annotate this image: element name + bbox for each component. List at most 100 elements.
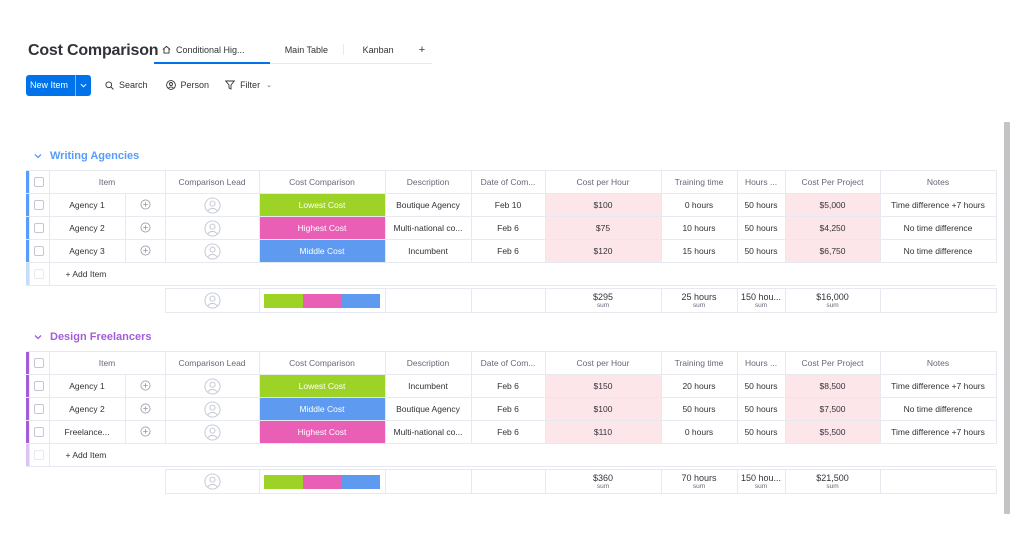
- cost-per-hour-cell[interactable]: $150: [545, 374, 662, 398]
- add-update-button[interactable]: [125, 397, 166, 421]
- cost-per-hour-cell[interactable]: $75: [545, 216, 662, 240]
- table-row[interactable]: Agency 3 Middle Cost Incumbent Feb 6 $12…: [26, 239, 997, 263]
- status-cell[interactable]: Lowest Cost: [259, 374, 386, 398]
- comparison-lead-cell[interactable]: [165, 193, 260, 217]
- item-name[interactable]: Agency 2: [49, 397, 126, 421]
- table-row[interactable]: Agency 1 Lowest Cost Boutique Agency Feb…: [26, 193, 997, 217]
- select-all-checkbox[interactable]: [29, 170, 50, 194]
- tab-kanban[interactable]: Kanban: [344, 36, 412, 63]
- description-cell[interactable]: Multi-national co...: [385, 216, 472, 240]
- row-checkbox[interactable]: [29, 420, 50, 444]
- table-row[interactable]: Agency 2 Middle Cost Boutique Agency Feb…: [26, 397, 997, 421]
- training-time-cell[interactable]: 20 hours: [661, 374, 738, 398]
- column-header-training-time[interactable]: Training time: [661, 170, 738, 194]
- summary-status-distribution[interactable]: [259, 288, 386, 313]
- add-item-input[interactable]: + Add Item: [49, 443, 996, 467]
- description-cell[interactable]: Multi-national co...: [385, 420, 472, 444]
- training-time-cell[interactable]: 0 hours: [661, 420, 738, 444]
- status-cell[interactable]: Highest Cost: [259, 216, 386, 240]
- row-checkbox[interactable]: [29, 239, 50, 263]
- description-cell[interactable]: Boutique Agency: [385, 397, 472, 421]
- summary-status-distribution[interactable]: [259, 469, 386, 494]
- group-title[interactable]: Writing Agencies: [50, 150, 140, 162]
- column-header-item[interactable]: Item: [49, 351, 166, 375]
- comparison-lead-cell[interactable]: [165, 239, 260, 263]
- cost-per-project-cell[interactable]: $8,500: [785, 374, 881, 398]
- date-cell[interactable]: Feb 6: [471, 397, 546, 421]
- cost-per-project-cell[interactable]: $4,250: [785, 216, 881, 240]
- cost-per-project-cell[interactable]: $7,500: [785, 397, 881, 421]
- filter-button[interactable]: Filter ⌄: [225, 80, 272, 90]
- comparison-lead-cell[interactable]: [165, 374, 260, 398]
- item-name[interactable]: Agency 2: [49, 216, 126, 240]
- status-cell[interactable]: Lowest Cost: [259, 193, 386, 217]
- group-header-design-freelancers[interactable]: Design Freelancers: [34, 331, 152, 343]
- notes-cell[interactable]: No time difference: [880, 239, 997, 263]
- date-cell[interactable]: Feb 10: [471, 193, 546, 217]
- column-header-description[interactable]: Description: [385, 170, 472, 194]
- date-cell[interactable]: Feb 6: [471, 420, 546, 444]
- item-name[interactable]: Agency 1: [49, 193, 126, 217]
- column-header-hours[interactable]: Hours ...: [737, 351, 786, 375]
- training-time-cell[interactable]: 10 hours: [661, 216, 738, 240]
- person-filter-button[interactable]: Person: [165, 80, 209, 90]
- hours-cell[interactable]: 50 hours: [737, 374, 786, 398]
- cost-per-project-cell[interactable]: $5,000: [785, 193, 881, 217]
- add-update-button[interactable]: [125, 193, 166, 217]
- date-cell[interactable]: Feb 6: [471, 239, 546, 263]
- training-time-cell[interactable]: 15 hours: [661, 239, 738, 263]
- add-item-row[interactable]: + Add Item: [26, 262, 996, 286]
- cost-per-project-cell[interactable]: $6,750: [785, 239, 881, 263]
- description-cell[interactable]: Incumbent: [385, 239, 472, 263]
- description-cell[interactable]: Boutique Agency: [385, 193, 472, 217]
- cost-per-hour-cell[interactable]: $100: [545, 193, 662, 217]
- cost-per-project-cell[interactable]: $5,500: [785, 420, 881, 444]
- hours-cell[interactable]: 50 hours: [737, 216, 786, 240]
- column-header-hours[interactable]: Hours ...: [737, 170, 786, 194]
- cost-per-hour-cell[interactable]: $120: [545, 239, 662, 263]
- cost-per-hour-cell[interactable]: $100: [545, 397, 662, 421]
- column-header-notes[interactable]: Notes: [880, 170, 997, 194]
- chevron-down-icon[interactable]: [34, 333, 42, 341]
- column-header-cost-per-project[interactable]: Cost Per Project: [785, 170, 881, 194]
- hours-cell[interactable]: 50 hours: [737, 193, 786, 217]
- notes-cell[interactable]: Time difference +7 hours: [880, 193, 997, 217]
- column-header-cost-per-hour[interactable]: Cost per Hour: [545, 351, 662, 375]
- comparison-lead-cell[interactable]: [165, 397, 260, 421]
- table-row[interactable]: Agency 1 Lowest Cost Incumbent Feb 6 $15…: [26, 374, 997, 398]
- row-checkbox[interactable]: [29, 216, 50, 240]
- tab-main-table[interactable]: Main Table: [270, 36, 344, 63]
- notes-cell[interactable]: Time difference +7 hours: [880, 420, 997, 444]
- group-title[interactable]: Design Freelancers: [50, 331, 152, 343]
- chevron-down-icon[interactable]: [34, 152, 42, 160]
- column-header-cost-per-project[interactable]: Cost Per Project: [785, 351, 881, 375]
- training-time-cell[interactable]: 50 hours: [661, 397, 738, 421]
- column-header-comparison-lead[interactable]: Comparison Lead: [165, 170, 260, 194]
- column-header-notes[interactable]: Notes: [880, 351, 997, 375]
- hours-cell[interactable]: 50 hours: [737, 397, 786, 421]
- date-cell[interactable]: Feb 6: [471, 216, 546, 240]
- notes-cell[interactable]: No time difference: [880, 397, 997, 421]
- column-header-date[interactable]: Date of Com...: [471, 351, 546, 375]
- status-cell[interactable]: Highest Cost: [259, 420, 386, 444]
- column-header-date[interactable]: Date of Com...: [471, 170, 546, 194]
- date-cell[interactable]: Feb 6: [471, 374, 546, 398]
- add-item-input[interactable]: + Add Item: [49, 262, 996, 286]
- column-header-comparison-lead[interactable]: Comparison Lead: [165, 351, 260, 375]
- item-name[interactable]: Agency 1: [49, 374, 126, 398]
- tab-conditional-highlighting[interactable]: Conditional Hig...: [154, 36, 270, 64]
- add-update-button[interactable]: [125, 216, 166, 240]
- hours-cell[interactable]: 50 hours: [737, 239, 786, 263]
- row-checkbox[interactable]: [29, 193, 50, 217]
- comparison-lead-cell[interactable]: [165, 420, 260, 444]
- notes-cell[interactable]: No time difference: [880, 216, 997, 240]
- column-header-training-time[interactable]: Training time: [661, 351, 738, 375]
- table-row[interactable]: Freelance... Highest Cost Multi-national…: [26, 420, 997, 444]
- new-item-button[interactable]: New Item: [26, 74, 91, 96]
- group-header-writing-agencies[interactable]: Writing Agencies: [34, 150, 139, 162]
- chevron-down-icon[interactable]: ⌄: [266, 82, 272, 89]
- hours-cell[interactable]: 50 hours: [737, 420, 786, 444]
- training-time-cell[interactable]: 0 hours: [661, 193, 738, 217]
- vertical-scrollbar[interactable]: [1004, 122, 1010, 514]
- cost-per-hour-cell[interactable]: $110: [545, 420, 662, 444]
